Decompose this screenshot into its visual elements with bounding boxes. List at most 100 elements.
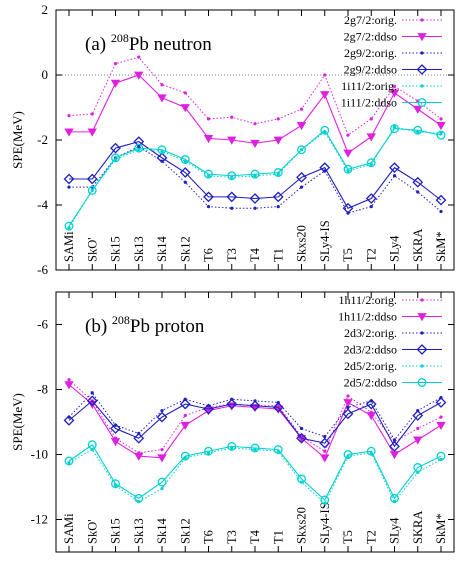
series-2g9-2-ddso — [63, 136, 447, 214]
series-line — [68, 447, 442, 505]
x-category-label: Skxs20 — [295, 225, 309, 262]
data-point — [226, 191, 238, 203]
data-point — [366, 412, 376, 421]
data-point — [133, 136, 145, 148]
data-point — [413, 463, 423, 472]
data-point — [296, 171, 307, 183]
data-point — [413, 125, 423, 135]
legend-label: 2d3/2:ddso — [344, 343, 397, 357]
data-point — [439, 131, 443, 136]
data-point — [392, 84, 397, 88]
data-point — [230, 115, 234, 119]
panel-title-prefix: (a) — [85, 34, 111, 55]
data-point — [299, 107, 304, 111]
data-point — [156, 152, 168, 164]
legend-label: 1i11/2:ddso — [341, 96, 397, 110]
y-tick-label: -4 — [37, 197, 48, 212]
data-point — [160, 487, 164, 491]
x-category-label: SLy4-IS — [318, 502, 332, 544]
panel-title-suffix: Pb neutron — [129, 34, 212, 55]
data-point — [180, 421, 190, 431]
data-point — [137, 55, 141, 59]
data-point — [227, 441, 237, 451]
x-category-label: Sk13 — [132, 518, 146, 544]
x-category-label: T4 — [248, 529, 262, 544]
panel-title-prefix: (b) — [85, 316, 112, 337]
series-line — [69, 145, 442, 214]
data-point — [111, 479, 120, 489]
data-point — [319, 162, 331, 174]
legend-swatch-marker — [420, 331, 424, 335]
data-point — [157, 145, 167, 155]
data-point — [110, 79, 121, 88]
series-line — [68, 126, 442, 229]
data-point — [389, 451, 400, 460]
data-point — [416, 426, 420, 431]
series-2d5-2-ddso — [64, 440, 446, 505]
series-line — [69, 141, 442, 209]
legend-label: 2g7/2:orig. — [344, 13, 397, 27]
data-point — [134, 452, 144, 461]
data-point — [226, 398, 238, 410]
data-point — [157, 454, 167, 463]
data-point — [250, 169, 260, 179]
data-point — [64, 128, 74, 137]
data-point — [250, 139, 260, 149]
x-category-label: T5 — [341, 530, 355, 544]
data-point — [64, 456, 74, 466]
legend-label: 2g9/2:ddso — [344, 63, 397, 77]
panel-title-suffix: Pb proton — [130, 316, 205, 337]
x-category-label: T6 — [202, 248, 216, 262]
x-category-label: Sk15 — [109, 518, 123, 544]
x-category-label: SLy4-IS — [318, 220, 332, 262]
x-category-label: T1 — [271, 248, 285, 262]
x-category-label: SkM* — [434, 513, 448, 544]
data-point — [366, 133, 376, 142]
data-point — [412, 410, 424, 421]
panel-b-proton: -12 -10 -8 -6 SPE(MeV) SAMi SkO' Sk15 Sk13 Sk14 Sk… — [10, 291, 455, 553]
legend-swatch-marker — [420, 364, 424, 368]
data-point — [203, 403, 214, 415]
panel-title-mass-number: 208 — [111, 31, 129, 45]
data-point — [343, 450, 353, 459]
data-point — [113, 62, 118, 66]
data-point — [392, 438, 397, 442]
data-point — [134, 143, 144, 153]
data-point — [435, 194, 447, 206]
legend-swatch-marker — [420, 18, 424, 22]
data-point — [276, 172, 280, 176]
legend-label: 2g7/2:ddso — [344, 30, 397, 44]
data-point — [365, 193, 377, 204]
data-point — [133, 432, 145, 444]
data-point — [179, 398, 191, 410]
data-point — [343, 399, 353, 408]
data-point — [413, 436, 423, 445]
y-axis-label: SPE(MeV) — [10, 393, 25, 451]
data-point — [253, 206, 257, 210]
x-category-label: SkO' — [85, 238, 99, 262]
legend-label: 2d5/2:orig. — [344, 359, 397, 373]
data-point — [346, 405, 350, 409]
x-category-label: Sk12 — [178, 518, 192, 544]
y-tick-label: -6 — [37, 262, 48, 277]
data-point — [413, 105, 423, 114]
data-point — [273, 136, 283, 145]
data-point — [204, 446, 213, 456]
data-point — [320, 125, 330, 135]
y-tick-label: 0 — [42, 67, 49, 82]
data-point — [157, 477, 167, 487]
data-point — [392, 174, 397, 178]
data-point — [369, 117, 373, 121]
series-line — [68, 443, 442, 501]
x-category-label: T3 — [225, 248, 239, 262]
y-tick-label: -8 — [37, 382, 48, 397]
data-point — [253, 174, 257, 178]
data-point — [67, 226, 71, 230]
data-point — [206, 117, 211, 121]
x-category-label: SLy4 — [388, 235, 402, 262]
data-point — [436, 121, 446, 131]
data-point — [323, 435, 327, 439]
y-tick-label: -12 — [31, 512, 48, 527]
data-point — [296, 121, 307, 131]
data-point — [86, 173, 98, 185]
